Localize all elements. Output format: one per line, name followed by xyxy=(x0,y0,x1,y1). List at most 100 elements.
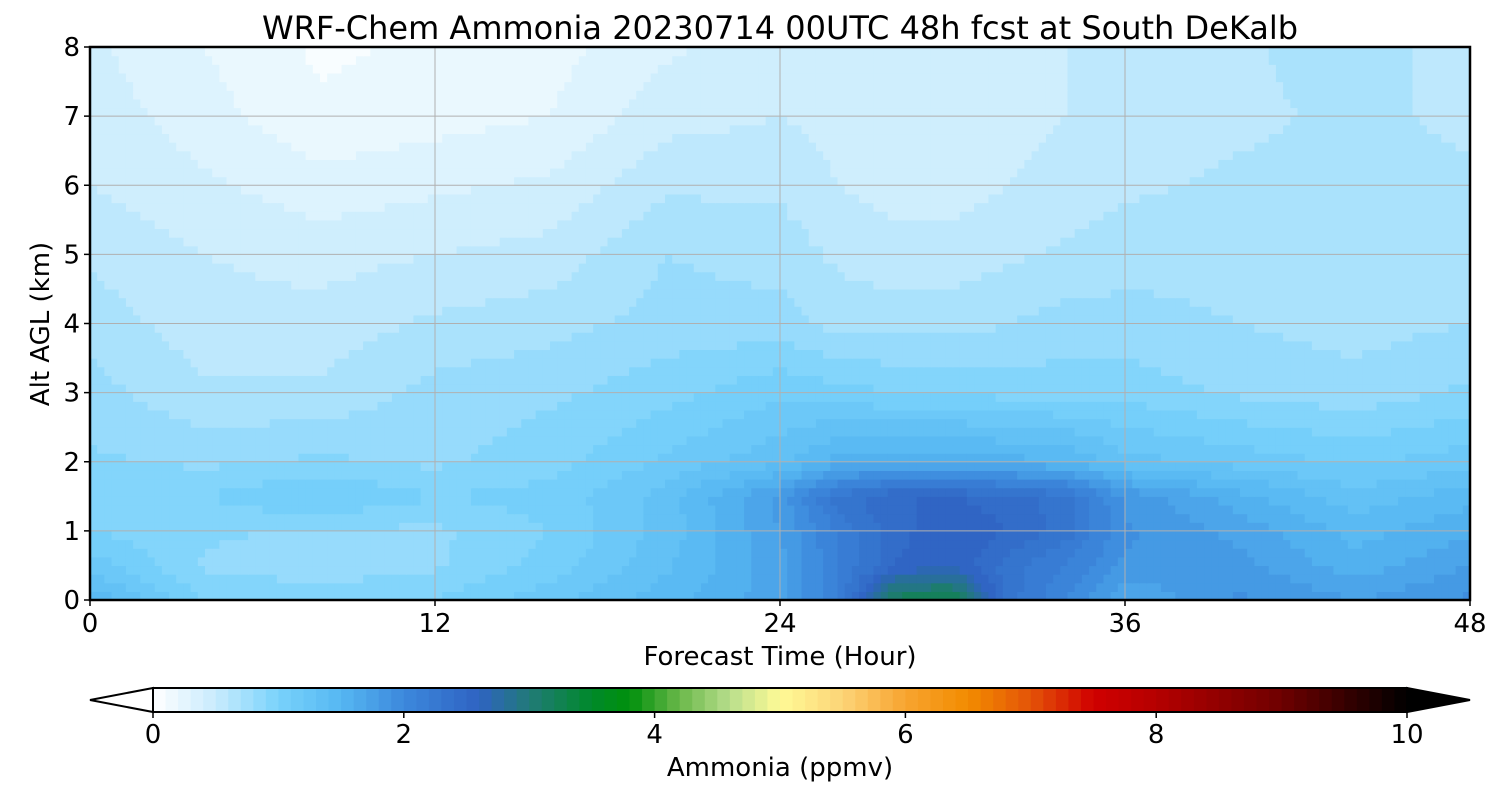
heatmap-cell xyxy=(621,574,630,584)
heatmap-cell xyxy=(758,591,767,601)
heatmap-cell xyxy=(506,427,515,437)
heatmap-cell xyxy=(550,591,558,601)
heatmap-cell xyxy=(1168,401,1176,411)
heatmap-cell xyxy=(1398,479,1406,489)
heatmap-cell xyxy=(550,427,558,437)
heatmap-cell xyxy=(988,530,997,541)
heatmap-cell xyxy=(585,496,594,506)
heatmap-cell xyxy=(90,565,98,575)
heatmap-cell xyxy=(995,444,1004,454)
heatmap-cell xyxy=(772,556,781,567)
heatmap-cell xyxy=(794,453,803,463)
heatmap-cell xyxy=(348,513,357,523)
heatmap-cell xyxy=(693,418,702,428)
heatmap-cell xyxy=(370,556,379,567)
heatmap-cell xyxy=(780,530,788,541)
heatmap-cell xyxy=(499,574,508,584)
heatmap-cell xyxy=(1218,556,1227,567)
heatmap-cell xyxy=(1204,444,1212,454)
heatmap-cell xyxy=(1096,427,1105,437)
heatmap-cell xyxy=(1204,418,1212,428)
heatmap-cell xyxy=(269,435,278,446)
heatmap-cell xyxy=(370,565,379,575)
heatmap-cell xyxy=(1081,548,1090,558)
heatmap-cell xyxy=(1211,496,1220,506)
heatmap-cell xyxy=(916,548,925,558)
heatmap-cell xyxy=(161,591,170,601)
heatmap-cell xyxy=(97,591,105,601)
heatmap-cell xyxy=(133,479,141,489)
heatmap-cell xyxy=(866,556,875,567)
heatmap-cell xyxy=(1117,435,1126,446)
heatmap-cell xyxy=(593,496,601,506)
heatmap-cell xyxy=(909,556,918,567)
heatmap-cell xyxy=(521,392,530,402)
heatmap-cell xyxy=(1189,513,1198,523)
heatmap-cell xyxy=(420,591,429,601)
heatmap-cell xyxy=(815,427,824,437)
heatmap-cell xyxy=(614,470,623,480)
heatmap-cell xyxy=(715,409,724,420)
heatmap-cell xyxy=(427,582,436,592)
heatmap-cell xyxy=(269,375,278,385)
heatmap-cell xyxy=(1254,513,1263,523)
heatmap-cell xyxy=(1175,582,1184,592)
heatmap-cell xyxy=(1110,383,1119,394)
heatmap-cell xyxy=(528,496,537,506)
heatmap-cell xyxy=(499,427,508,437)
heatmap-cell xyxy=(1448,427,1457,437)
heatmap-cell xyxy=(233,487,242,497)
heatmap-cell xyxy=(147,375,156,385)
heatmap-cell xyxy=(406,487,415,497)
heatmap-cell xyxy=(700,565,709,575)
heatmap-cell xyxy=(952,591,961,601)
heatmap-cell xyxy=(981,392,990,402)
heatmap-cell xyxy=(787,565,795,575)
heatmap-cell xyxy=(736,375,745,385)
heatmap-cell xyxy=(1218,392,1227,402)
heatmap-cell xyxy=(1117,530,1126,541)
heatmap-cell xyxy=(1132,383,1140,394)
heatmap-cell xyxy=(118,375,127,385)
heatmap-cell xyxy=(1189,427,1198,437)
heatmap-cell xyxy=(391,565,400,575)
heatmap-cell xyxy=(564,487,573,497)
heatmap-cell xyxy=(665,496,673,506)
heatmap-cell xyxy=(1153,522,1162,532)
heatmap-cell xyxy=(657,427,666,437)
heatmap-cell xyxy=(1441,591,1450,601)
heatmap-cell xyxy=(708,522,716,532)
heatmap-cell xyxy=(212,574,220,584)
heatmap-cell xyxy=(514,539,522,549)
heatmap-cell xyxy=(248,565,256,575)
heatmap-cell xyxy=(887,401,896,411)
heatmap-cell xyxy=(154,470,163,480)
heatmap-cell xyxy=(966,591,975,601)
heatmap-cell xyxy=(1053,591,1061,601)
heatmap-cell xyxy=(219,470,228,480)
heatmap-cell xyxy=(413,556,422,567)
heatmap-cell xyxy=(1146,591,1155,601)
heatmap-cell xyxy=(1218,435,1227,446)
heatmap-cell xyxy=(1347,548,1356,558)
heatmap-cell xyxy=(1405,539,1414,549)
heatmap-cell xyxy=(161,522,170,532)
heatmap-cell xyxy=(341,470,350,480)
heatmap-cell xyxy=(1139,574,1148,584)
heatmap-cell xyxy=(1081,591,1090,601)
heatmap-cell xyxy=(1117,556,1126,567)
heatmap-cell xyxy=(1383,556,1392,567)
heatmap-cell xyxy=(506,582,515,592)
heatmap-cell xyxy=(1218,530,1227,541)
heatmap-cell xyxy=(499,504,508,515)
heatmap-cell xyxy=(1232,530,1241,541)
heatmap-cell xyxy=(593,453,601,463)
heatmap-cell xyxy=(1275,409,1284,420)
heatmap-cell xyxy=(384,470,393,480)
heatmap-cell xyxy=(427,496,436,506)
heatmap-cell xyxy=(650,409,659,420)
heatmap-cell xyxy=(1333,548,1342,558)
heatmap-cell xyxy=(801,392,810,402)
heatmap-cell xyxy=(478,435,486,446)
heatmap-cell xyxy=(521,565,530,575)
